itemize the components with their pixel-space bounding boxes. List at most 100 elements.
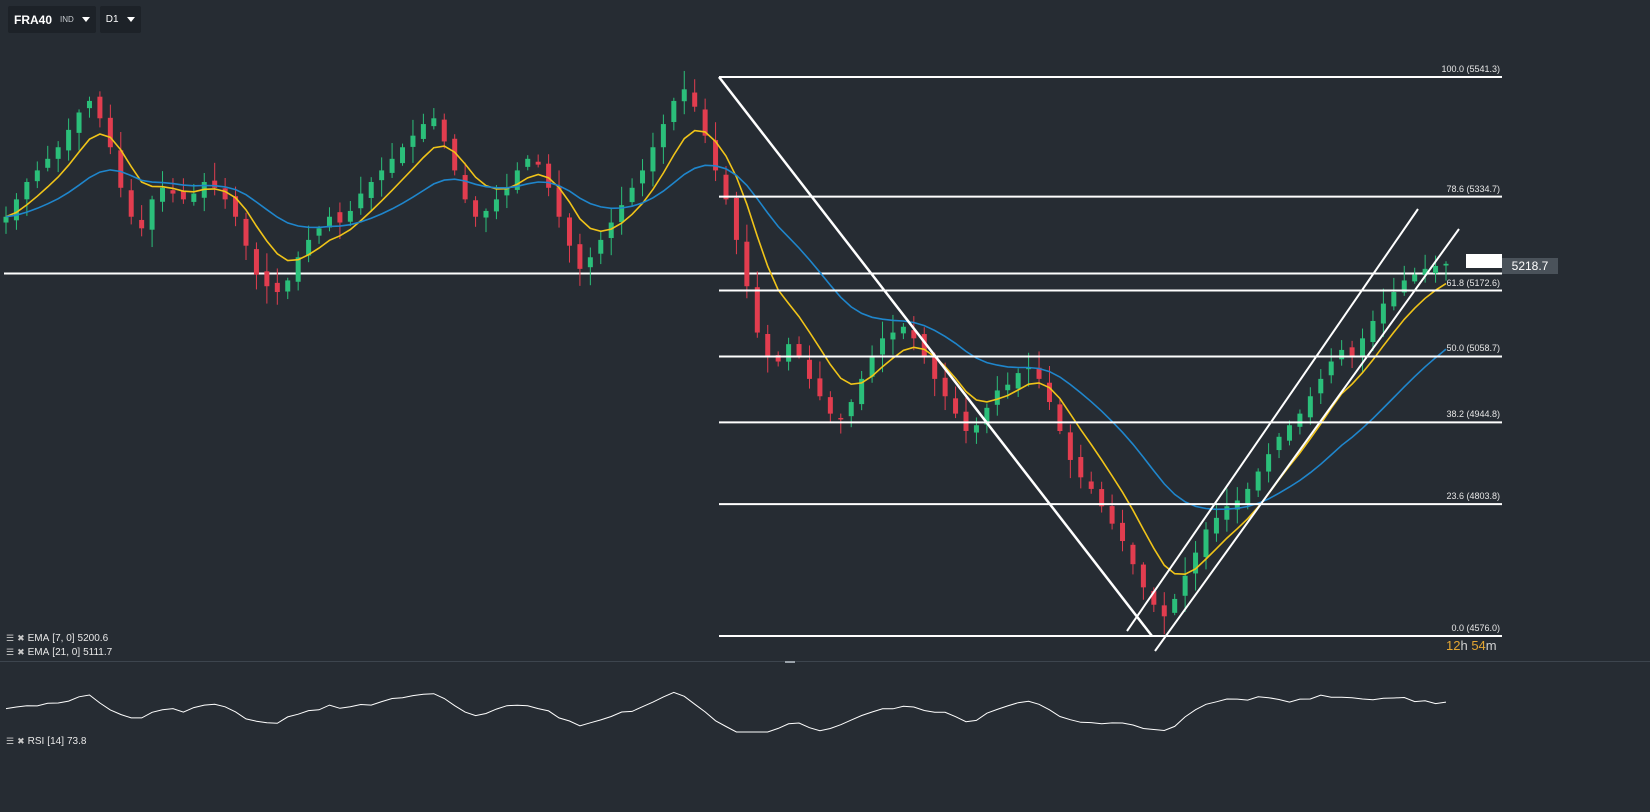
bear-candle [212,180,218,188]
bear-candle [180,191,186,200]
bear-candle [546,163,552,188]
bull-candle [1339,349,1345,360]
bear-candle [1349,347,1355,356]
bear-candle [118,150,124,188]
bull-candle [160,187,166,202]
candle-countdown: 12h 54m [1446,638,1497,653]
settings-icon[interactable]: ☰ [6,647,15,657]
chevron-down-icon[interactable] [126,17,135,22]
bear-candle [253,249,259,275]
bear-candle [128,190,134,217]
bear-candle [170,190,176,194]
bear-candle [441,119,447,142]
bull-candle [786,344,792,362]
bear-candle [1067,432,1073,460]
bear-candle [1078,457,1084,478]
bull-candle [34,170,40,182]
bull-candle [24,181,30,200]
bull-candle [1224,506,1230,520]
bear-candle [233,196,239,217]
settings-icon[interactable]: ☰ [6,633,15,643]
bear-candle [796,344,802,356]
bull-candle [358,193,364,209]
fib-level-label: 0.0 (4576.0) [1451,623,1500,633]
bull-candle [629,187,635,203]
bull-candle [45,158,51,168]
chevron-down-icon[interactable] [81,17,90,22]
close-icon[interactable]: ✖ [17,647,25,657]
bull-candle [671,100,677,123]
fib-level-label: 50.0 (5058.7) [1446,343,1500,354]
channel-line-lower [1154,228,1460,652]
chart-toolbar: FRA40 IND D1 [8,6,141,33]
settings-icon[interactable]: ☰ [6,736,15,746]
bear-candle [953,398,959,414]
indicator-legend-ema-fast: ☰ ✖ EMA [7, 0] 5200.6 [6,633,108,644]
bull-candle [681,89,687,102]
bear-candle [932,357,938,379]
bull-candle [1443,263,1449,266]
countdown-minutes-unit: m [1485,638,1497,653]
close-icon[interactable]: ✖ [17,633,25,643]
bear-candle [337,212,343,223]
countdown-hours-unit: h [1460,638,1468,653]
symbol-selector[interactable]: FRA40 IND [8,6,96,33]
bear-candle [827,397,833,414]
bull-candle [483,210,489,218]
bull-candle [1360,338,1366,357]
price-marker [1466,254,1502,268]
fib-level-label: 38.2 (4944.8) [1446,409,1500,420]
indicator-name: EMA [27,633,50,644]
bull-candle [619,205,625,223]
bear-candle [702,109,708,136]
bull-candle [3,216,9,223]
bear-candle [921,334,927,356]
bear-candle [107,117,113,148]
bull-candle [410,135,416,147]
bear-candle [713,140,719,171]
timeframe-label: D1 [105,14,119,25]
bear-candle [765,333,771,356]
bull-candle [149,199,155,230]
resize-handle[interactable] [785,661,795,663]
bear-candle [963,411,969,432]
bear-candle [911,330,917,339]
ema-slow-line [5,164,1447,511]
bull-candle [295,257,301,282]
countdown-hours: 12 [1446,638,1461,653]
bull-candle [1380,303,1386,324]
bear-candle [1151,591,1157,605]
bear-candle [744,241,750,287]
fib-level-label: 100.0 (5541.3) [1441,64,1500,74]
bull-candle [285,280,291,292]
indicator-value: 5200.6 [77,633,109,644]
symbol-type: IND [60,15,74,24]
bull-candle [55,147,61,159]
bear-candle [1099,489,1105,507]
bear-candle [222,188,228,200]
bull-candle [368,181,374,198]
bear-candle [139,219,145,229]
bull-candle [66,129,72,151]
timeframe-selector[interactable]: D1 [99,6,141,33]
bull-candle [326,216,332,228]
bull-candle [973,425,979,433]
bear-candle [1109,506,1115,524]
bull-candle [1245,488,1251,506]
bear-candle [692,92,698,107]
bull-candle [1182,575,1188,596]
bull-candle [1203,529,1209,558]
bull-candle [76,112,82,133]
bear-candle [1046,382,1052,403]
bull-candle [1328,361,1334,376]
panel-divider[interactable] [0,661,1650,662]
close-icon[interactable]: ✖ [17,736,25,746]
bear-candle [1130,544,1136,565]
bear-candle [97,96,103,119]
fib-trend-line [718,76,1153,637]
bear-candle [556,187,562,217]
bull-candle [191,193,197,202]
bull-candle [890,332,896,340]
indicator-params: [7, 0] [52,633,75,644]
